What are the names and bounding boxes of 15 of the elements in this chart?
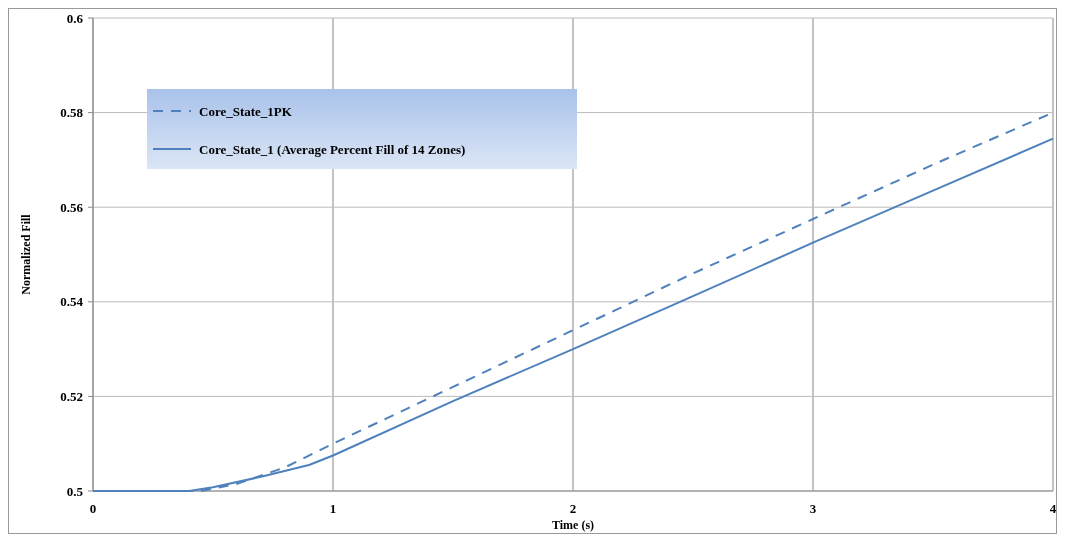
y-tick-label: 0.52 — [60, 388, 83, 404]
y-axis-title: Normalized Fill — [19, 213, 33, 295]
x-tick-label: 1 — [329, 501, 337, 516]
x-tick-label: 0 — [89, 501, 97, 516]
x-tick-label: 2 — [569, 501, 577, 516]
y-tick-label: 0.6 — [66, 10, 84, 26]
y-tick-label: 0.58 — [60, 105, 84, 121]
legend-label: Core_State_1 (Average Percent Fill of 14 Zones) — [199, 141, 466, 157]
y-tick-label: 0.56 — [60, 199, 84, 215]
y-tick-label: 0.5 — [66, 483, 84, 499]
x-axis-title: Time (s) — [551, 518, 595, 532]
legend-label: Core_State_1PK — [199, 103, 293, 119]
x-tick-label: 4 — [1049, 501, 1057, 516]
x-tick-label: 3 — [809, 501, 817, 516]
y-tick-label: 0.54 — [60, 294, 84, 310]
